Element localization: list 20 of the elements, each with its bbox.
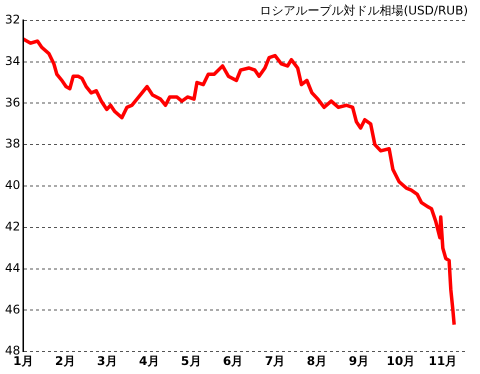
chart-title: ロシアルーブル対ドル相場(USD/RUB) [260, 3, 468, 18]
y-tick-label: 38 [4, 136, 20, 151]
x-tick-label: 10月 [386, 354, 416, 368]
x-tick-label: 9月 [348, 354, 370, 368]
x-tick-label: 3月 [97, 354, 118, 368]
x-tick-label: 8月 [306, 354, 328, 368]
y-tick-label: 40 [4, 178, 20, 192]
y-tick-label: 44 [4, 260, 20, 275]
y-tick-label: 34 [4, 54, 20, 68]
y-tick-label: 32 [4, 12, 20, 27]
x-tick-label: 1月 [13, 354, 34, 368]
x-tick-label: 5月 [180, 354, 202, 368]
x-tick-label: 11月 [428, 354, 458, 368]
x-tick-label: 7月 [264, 354, 286, 368]
x-tick-label: 6月 [222, 354, 244, 368]
x-tick-label: 2月 [55, 354, 76, 368]
y-tick-label: 46 [4, 302, 20, 316]
y-tick-label: 42 [4, 220, 20, 234]
y-tick-label: 36 [4, 95, 20, 110]
x-tick-label: 4月 [138, 354, 160, 368]
